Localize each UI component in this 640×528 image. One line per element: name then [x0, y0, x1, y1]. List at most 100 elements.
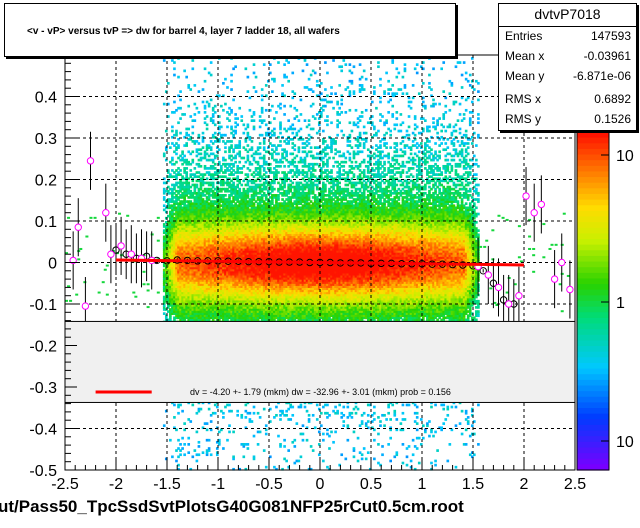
heatmap-cell	[181, 233, 184, 237]
heatmap-cell	[177, 146, 180, 149]
heatmap-cell	[205, 304, 209, 307]
heatmap-cell	[226, 189, 229, 193]
heatmap-cell	[175, 272, 178, 276]
heatmap-cell	[222, 81, 225, 85]
heatmap-cell	[201, 212, 205, 216]
heatmap-cell	[189, 194, 193, 197]
heatmap-cell	[228, 247, 231, 251]
heatmap-cell	[262, 218, 266, 222]
heatmap-cell	[260, 196, 264, 199]
heatmap-cell	[230, 254, 233, 257]
heatmap-cell	[218, 258, 221, 262]
heatmap-cell	[236, 152, 239, 156]
heatmap-cell	[240, 171, 244, 174]
heatmap-cell	[189, 208, 193, 212]
heatmap-cell	[246, 239, 250, 243]
heatmap-cell	[205, 270, 209, 274]
heatmap-cell	[254, 277, 258, 280]
heatmap-cell	[238, 254, 242, 257]
heatmap-cell	[262, 119, 266, 122]
heatmap-cell	[228, 274, 231, 278]
heatmap-cell	[205, 268, 209, 272]
heatmap-cell	[173, 162, 176, 166]
heatmap-cell	[222, 198, 225, 201]
heatmap-cell	[185, 289, 188, 293]
heatmap-cell	[220, 223, 223, 226]
heatmap-cell	[252, 295, 256, 299]
heatmap-cell	[162, 204, 166, 208]
heatmap-cell	[260, 189, 264, 193]
heatmap-cell	[183, 237, 186, 241]
heatmap-cell	[242, 318, 246, 322]
heatmap-cell	[187, 162, 191, 166]
heatmap-cell	[201, 316, 205, 320]
heatmap-cell	[177, 304, 180, 307]
heatmap-cell	[203, 239, 207, 243]
heatmap-cell	[215, 297, 219, 301]
heatmap-cell	[240, 196, 244, 199]
heatmap-cell	[240, 115, 244, 118]
heatmap-cell	[177, 75, 180, 79]
heatmap-cell	[175, 297, 178, 301]
heatmap-cell	[218, 306, 221, 309]
heatmap-cell	[254, 189, 258, 193]
heatmap-cell	[173, 264, 176, 268]
heatmap-cell	[193, 196, 197, 199]
heatmap-cell	[238, 171, 242, 174]
heatmap-cell	[254, 235, 258, 239]
heatmap-cell	[177, 268, 180, 272]
heatmap-cell	[197, 148, 201, 152]
heatmap-cell	[169, 270, 172, 274]
heatmap-cell	[242, 191, 246, 195]
heatmap-cell	[162, 231, 166, 235]
heatmap-cell	[209, 214, 213, 218]
heatmap-cell	[232, 247, 235, 251]
heatmap-cell	[175, 281, 178, 284]
heatmap-cell	[252, 206, 256, 210]
heatmap-cell	[260, 283, 264, 286]
heatmap-cell	[209, 297, 213, 301]
heatmap-cell	[185, 75, 188, 79]
heatmap-cell	[175, 221, 178, 224]
heatmap-cell	[215, 94, 219, 98]
heatmap-cell	[238, 467, 242, 471]
heatmap-cell	[189, 467, 193, 471]
heatmap-cell	[252, 229, 256, 232]
heatmap-cell	[226, 258, 229, 262]
heatmap-cell	[175, 177, 178, 181]
heatmap-cell	[240, 256, 244, 259]
heatmap-cell	[199, 198, 203, 201]
heatmap-cell	[236, 252, 239, 255]
heatmap-cell	[203, 247, 207, 251]
heatmap-cell	[205, 123, 209, 127]
heatmap-cell	[230, 312, 233, 315]
heatmap-cell	[224, 295, 227, 299]
heatmap-cell	[189, 274, 193, 278]
heatmap-cell	[242, 293, 246, 297]
heatmap-cell	[207, 218, 211, 222]
heatmap-cell	[203, 187, 207, 191]
heatmap-cell	[181, 262, 184, 266]
heatmap-cell	[205, 177, 209, 181]
heatmap-cell	[218, 254, 221, 257]
heatmap-cell	[215, 237, 219, 241]
heatmap-cell	[191, 119, 195, 122]
heatmap-cell	[171, 216, 174, 220]
heatmap-cell	[244, 160, 248, 164]
heatmap-cell	[256, 254, 260, 257]
heatmap-cell	[171, 289, 174, 293]
heatmap-cell	[248, 306, 252, 309]
heatmap-cell	[230, 289, 233, 293]
heatmap-cell	[162, 191, 166, 195]
heatmap-cell	[175, 208, 178, 212]
heatmap-cell	[248, 279, 252, 282]
heatmap-cell	[185, 310, 188, 313]
heatmap-cell	[187, 229, 191, 232]
heatmap-cell	[252, 235, 256, 239]
heatmap-cell	[162, 239, 166, 243]
heatmap-cell	[173, 291, 176, 295]
heatmap-cell	[193, 289, 197, 293]
heatmap-cell	[197, 142, 201, 145]
heatmap-cell	[205, 214, 209, 218]
heatmap-cell	[183, 167, 186, 170]
